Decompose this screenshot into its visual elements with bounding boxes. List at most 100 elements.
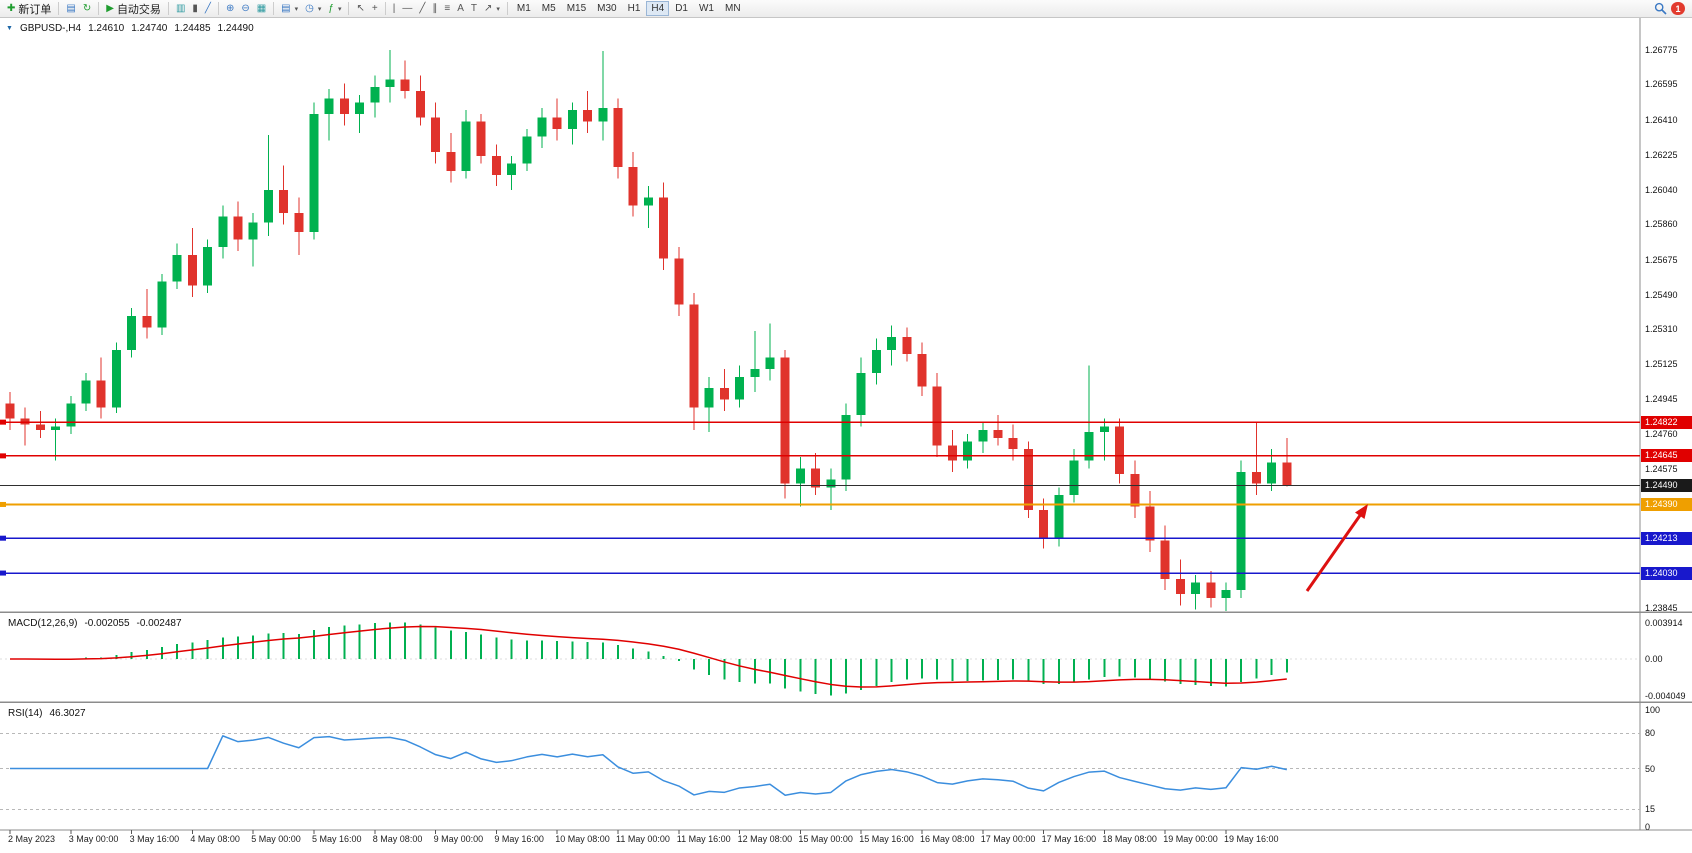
trendline-tool-button[interactable]: ╱ — [416, 1, 428, 17]
trend-arrow-line — [1305, 513, 1363, 592]
candle-body — [294, 212, 304, 232]
macd-signal-line — [9, 625, 1287, 688]
zoom-in-button[interactable]: ⊕ — [223, 1, 237, 17]
auto-trading-button[interactable]: ▶ 自动交易 — [103, 1, 164, 17]
search-button[interactable] — [1651, 1, 1670, 17]
timeframe-m30-button[interactable]: M30 — [592, 1, 621, 16]
candle-body — [826, 479, 836, 488]
play-icon: ▶ — [106, 2, 114, 14]
tile-windows-button[interactable]: ▦ — [254, 1, 269, 17]
timeframe-group: M1 M5 M15 M30 H1 H4 D1 W1 MN — [512, 1, 746, 16]
channel-icon: ∥ — [432, 2, 438, 14]
toolbar-separator — [217, 2, 219, 15]
candle-body — [704, 388, 714, 408]
candle-body — [1084, 432, 1094, 461]
new-chart-button[interactable]: ▤ ▾ — [278, 1, 301, 17]
timeframe-mn-button[interactable]: MN — [720, 1, 746, 16]
fibonacci-tool-button[interactable]: ≡ — [441, 1, 453, 17]
toolbar-separator — [167, 2, 169, 15]
bar-chart-mode-button[interactable]: ▥ — [173, 1, 188, 17]
refresh-icon: ↻ — [82, 2, 92, 14]
chevron-down-icon: ▾ — [337, 5, 342, 13]
auto-trading-label: 自动交易 — [116, 3, 161, 16]
candle-body — [1054, 494, 1064, 539]
chart-window-icon: ▤ — [66, 2, 76, 14]
timeframe-m5-button[interactable]: M5 — [537, 1, 561, 16]
refresh-button[interactable]: ↻ — [80, 1, 94, 17]
new-chart-icon: ▤ — [281, 2, 291, 14]
line-anchor-marker — [0, 501, 6, 507]
trendline-icon: ╱ — [419, 2, 426, 14]
candle-body — [96, 380, 106, 408]
crosshair-icon: + — [371, 2, 378, 14]
candle-body — [507, 163, 517, 175]
candle-body — [476, 121, 486, 156]
candle-body — [127, 315, 137, 351]
zoom-out-icon: ⊖ — [241, 2, 250, 14]
candle-body — [993, 430, 1003, 438]
chart-canvas[interactable] — [0, 18, 1692, 853]
candle-body — [552, 117, 562, 130]
candle-body — [263, 190, 273, 223]
candle-body — [1236, 472, 1246, 591]
templates-button[interactable]: ◷ ▾ — [302, 1, 324, 17]
candle-body — [765, 357, 775, 370]
zoom-out-button[interactable]: ⊖ — [238, 1, 252, 17]
indicators-button[interactable]: ƒ ▾ — [325, 1, 344, 17]
bar-chart-icon: ▥ — [175, 2, 186, 14]
timeframe-h4-button[interactable]: H4 — [646, 1, 670, 16]
candle-body — [111, 350, 121, 408]
toolbar-separator — [506, 2, 508, 15]
timeframe-m15-button[interactable]: M15 — [562, 1, 591, 16]
toolbar-separator — [384, 2, 386, 15]
horizontal-line-icon: ― — [402, 2, 413, 14]
tile-windows-icon: ▦ — [256, 2, 267, 14]
line-anchor-marker — [0, 453, 6, 459]
arrow-object-icon: ↗ — [483, 2, 493, 14]
candle-body — [491, 155, 501, 175]
timeframe-w1-button[interactable]: W1 — [694, 1, 719, 16]
text-label-tool-button[interactable]: T — [468, 1, 480, 17]
candle-body — [66, 403, 76, 427]
cursor-tool-button[interactable]: ↖ — [353, 1, 367, 17]
toolbar-separator — [273, 2, 275, 15]
candle-body — [1160, 540, 1170, 579]
toolbar-separator — [98, 2, 100, 15]
notification-badge[interactable]: 1 — [1671, 2, 1685, 15]
candle-body — [233, 216, 243, 240]
zoom-in-icon: ⊕ — [225, 2, 235, 14]
timeframe-d1-button[interactable]: D1 — [670, 1, 693, 16]
candlestick-mode-button[interactable]: ▮ — [189, 1, 201, 17]
chevron-down-icon: ▾ — [317, 5, 322, 13]
new-order-button[interactable]: ✚ 新订单 — [4, 1, 54, 17]
candle-body — [963, 441, 973, 461]
candle-body — [309, 113, 319, 232]
toolbar-separator — [58, 2, 60, 15]
candle-body — [522, 136, 532, 164]
line-chart-icon: ╱ — [204, 2, 211, 14]
candle-body — [5, 403, 15, 419]
arrows-tool-button[interactable]: ↗ ▾ — [481, 1, 503, 17]
timeframe-m1-button[interactable]: M1 — [512, 1, 536, 16]
vertical-line-tool-button[interactable]: | — [390, 1, 399, 17]
candle-body — [628, 167, 638, 206]
candle-body — [811, 468, 821, 488]
horizontal-line-tool-button[interactable]: ― — [399, 1, 415, 17]
charts-window-button[interactable]: ▤ — [63, 1, 78, 17]
candle-body — [279, 190, 289, 213]
candle-body — [218, 216, 228, 248]
line-chart-mode-button[interactable]: ╱ — [202, 1, 214, 17]
channel-tool-button[interactable]: ∥ — [429, 1, 440, 17]
candle-body — [1099, 426, 1109, 433]
candle-body — [871, 350, 881, 373]
text-tool-button[interactable]: A — [454, 1, 467, 17]
candlestick-chart-icon: ▮ — [192, 2, 198, 14]
timeframe-h1-button[interactable]: H1 — [623, 1, 646, 16]
candle-body — [947, 445, 957, 461]
candle-body — [1282, 462, 1292, 486]
crosshair-tool-button[interactable]: + — [369, 1, 381, 17]
candle-body — [1251, 472, 1261, 484]
candle-body — [1115, 426, 1125, 474]
candle-body — [795, 468, 805, 484]
